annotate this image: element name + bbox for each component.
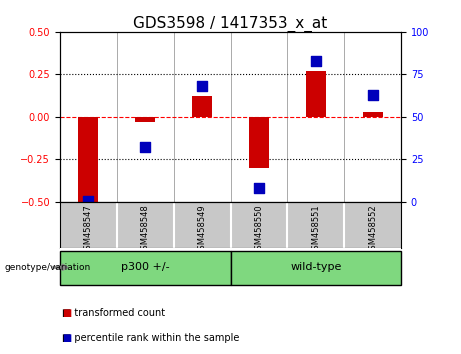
Text: GSM458550: GSM458550	[254, 204, 263, 255]
Point	[255, 185, 263, 191]
Title: GDS3598 / 1417353_x_at: GDS3598 / 1417353_x_at	[133, 16, 328, 32]
Point	[312, 58, 319, 64]
Bar	[363, 112, 383, 117]
FancyBboxPatch shape	[60, 251, 230, 285]
Bar	[249, 117, 269, 168]
Text: p300 +/-: p300 +/-	[121, 262, 170, 272]
Text: ■: ■	[62, 333, 71, 343]
Text: GSM458551: GSM458551	[311, 204, 320, 255]
Text: GSM458548: GSM458548	[141, 204, 150, 255]
Bar	[306, 71, 326, 117]
Text: ■ transformed count: ■ transformed count	[62, 308, 165, 318]
Bar	[192, 96, 212, 117]
Text: ■ percentile rank within the sample: ■ percentile rank within the sample	[62, 333, 240, 343]
FancyBboxPatch shape	[230, 251, 401, 285]
Text: GSM458547: GSM458547	[84, 204, 93, 255]
Bar	[78, 117, 98, 202]
Bar	[135, 117, 155, 122]
Text: ■: ■	[62, 308, 71, 318]
Point	[198, 84, 206, 89]
Text: genotype/variation: genotype/variation	[5, 263, 91, 272]
Point	[85, 198, 92, 204]
Text: wild-type: wild-type	[290, 262, 342, 272]
Point	[369, 92, 376, 98]
Point	[142, 144, 149, 150]
Text: GSM458552: GSM458552	[368, 204, 377, 255]
Text: GSM458549: GSM458549	[198, 204, 207, 255]
